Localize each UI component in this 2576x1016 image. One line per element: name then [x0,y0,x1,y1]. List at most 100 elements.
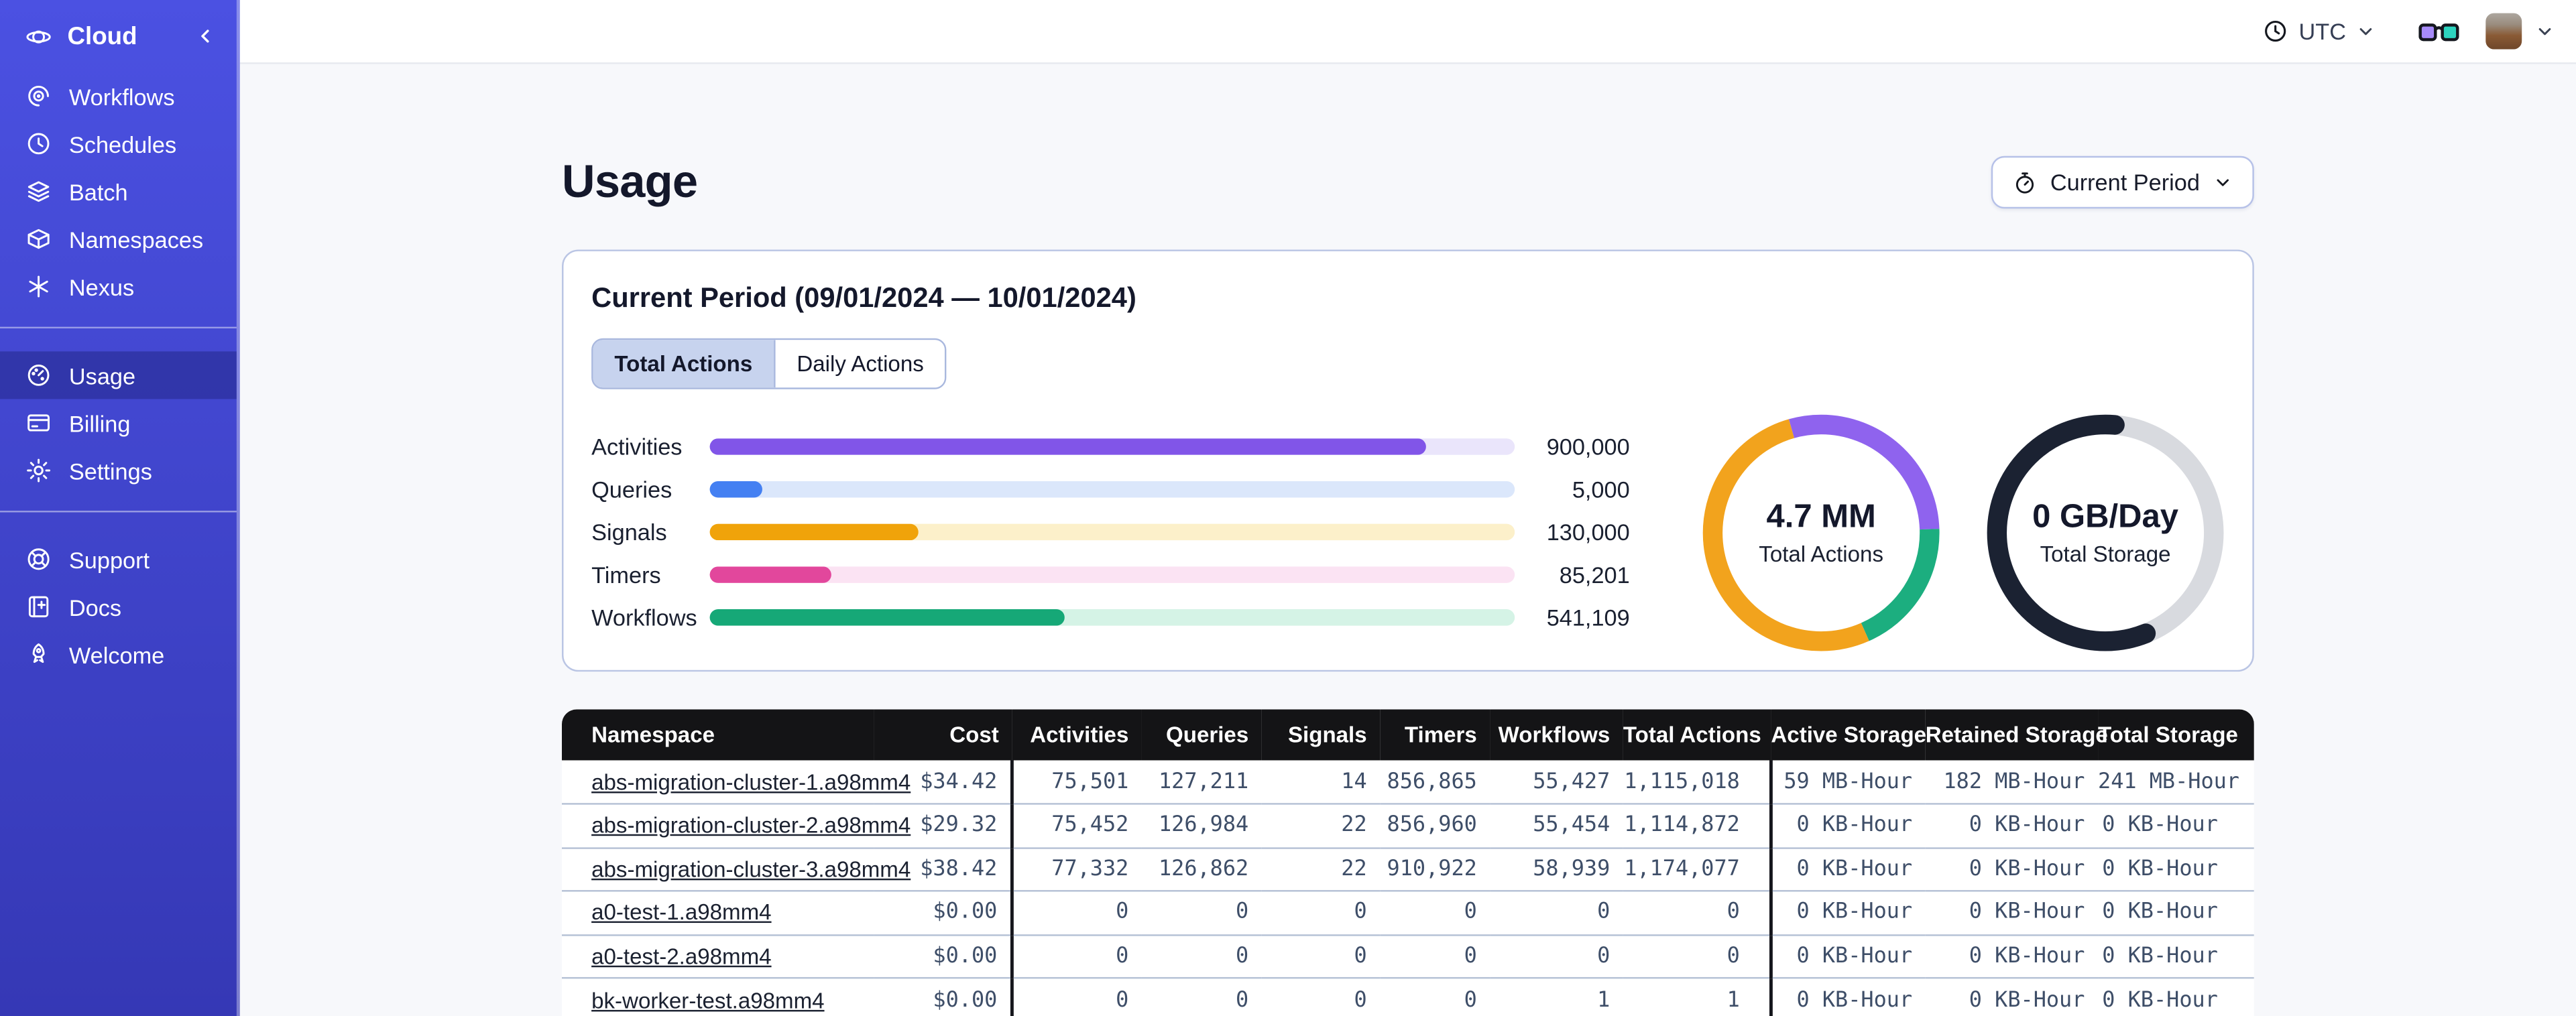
table-cell: 75,501 [1010,760,1142,804]
sidebar-item-batch[interactable]: Batch [0,168,237,215]
bar-track [709,438,1515,455]
table-cell: 55,427 [1533,769,1611,794]
sidebar-item-docs[interactable]: Docs [0,583,237,631]
table-cell: 127,211 [1158,769,1249,794]
sidebar-item-workflows[interactable]: Workflows [0,72,237,120]
sidebar-item-support[interactable]: Support [0,535,237,583]
table-cell: $0.00 [874,934,1012,978]
bar-fill [709,438,1427,455]
sidebar-item-welcome[interactable]: Welcome [0,631,237,678]
table-cell: 0 [1261,890,1381,935]
sidebar-item-nexus[interactable]: Nexus [0,263,237,310]
table-cell: 0 KB-Hour [2098,846,2254,891]
namespace-link[interactable]: a0-test-2.a98mm4 [591,944,772,969]
table-cell: 0 KB-Hour [1925,803,2099,848]
glasses-icon[interactable] [2418,19,2459,44]
usage-summary-card: Current Period (09/01/2024 — 10/01/2024)… [562,249,2254,672]
table-cell: 0 KB-Hour [1769,890,1926,935]
table-cell: 0 KB-Hour [2098,934,2254,978]
namespaces-icon [25,225,53,253]
bar-fill [709,609,1064,626]
table-row: abs-migration-cluster-2.a98mm4 $29.32 75,4… [562,803,2254,848]
table-cell: bk-worker-test.a98mm4 [562,976,874,1016]
sidebar-item-label: Billing [68,409,131,436]
table-cell: $34.42 [920,769,998,794]
account-menu-chevron-down-icon[interactable] [2535,21,2555,41]
bar-value: 130,000 [1546,519,1630,546]
sidebar-item-usage[interactable]: Usage [0,351,237,399]
table-row: a0-test-2.a98mm4 $0.00 0 0 0 0 0 0 0 KB-Hour 0 KB… [562,934,2254,978]
col-header-queries: Queries [1141,709,1262,761]
usage-bar-chart: Activities 900,000 Queries 5,000 Signals 130,… [591,426,1630,639]
table-cell: 1 [1623,976,1771,1016]
table-row: abs-migration-cluster-3.a98mm4 $38.42 77,3… [562,846,2254,891]
tab-daily-actions[interactable]: Daily Actions [774,340,945,388]
table-cell: 0 [1380,934,1490,978]
sidebar-item-settings[interactable]: Settings [0,446,237,494]
avatar[interactable] [2485,13,2522,50]
table-cell: 0 [1490,934,1623,978]
table-cell: 55,454 [1490,803,1623,848]
tab-total-actions[interactable]: Total Actions [593,340,774,388]
usage-bar-timers: Timers 85,201 [591,554,1630,596]
sidebar-item-label: Docs [68,593,122,620]
brand-label[interactable]: Cloud [67,22,137,50]
namespace-link[interactable]: abs-migration-cluster-1.a98mm4 [591,769,911,794]
col-header-workflows: Workflows [1490,709,1623,761]
sidebar-item-namespaces[interactable]: Namespaces [0,215,237,263]
table-cell: 1,115,018 [1624,769,1740,794]
namespace-link[interactable]: a0-test-1.a98mm4 [591,900,772,926]
bar-track [709,566,1515,583]
sidebar-divider [0,511,237,513]
table-cell: abs-migration-cluster-1.a98mm4 [562,760,911,804]
table-row: bk-worker-test.a98mm4 $0.00 0 0 0 0 1 1 0 KB-Hou… [562,976,2254,1016]
workflows-icon [25,82,53,111]
table-cell: 14 [1341,769,1367,794]
sidebar-collapse-button[interactable] [194,25,217,48]
card-title: Current Period (09/01/2024 — 10/01/2024) [591,282,1136,314]
table-cell: 856,865 [1387,769,1477,794]
sidebar-item-billing[interactable]: Billing [0,399,237,446]
table-cell: $0.00 [874,976,1012,1016]
table-cell: abs-migration-cluster-2.a98mm4 [562,803,911,848]
table-cell: 0 KB-Hour [1925,976,2099,1016]
table-cell: 1,174,077 [1623,846,1771,891]
namespace-link[interactable]: abs-migration-cluster-2.a98mm4 [591,813,911,838]
bar-track [709,481,1515,498]
stopwatch-icon [2015,172,2034,193]
table-cell: 0 [1261,976,1381,1016]
donut-value: 4.7 MM [1766,498,1876,535]
donut-value: 0 GB/Day [2032,498,2179,535]
table-cell: 0 [1141,890,1262,935]
bar-value: 85,201 [1559,562,1630,588]
content: Usage Current Period Current Period (09/… [562,64,2254,1016]
table-cell: 75,452 [1010,803,1142,848]
table-cell: 0 [1623,934,1771,978]
namespace-link[interactable]: abs-migration-cluster-3.a98mm4 [591,856,911,882]
sidebar-nav-help: Support Docs Welcome [0,535,237,678]
sidebar-item-schedules[interactable]: Schedules [0,120,237,168]
table-cell: 0 [1010,934,1142,978]
usage-icon [25,361,53,389]
table-cell: 241 MB-Hour [2098,769,2239,794]
page-title: Usage [562,155,698,207]
col-header-cost: Cost [874,709,1012,761]
bar-label: Queries [591,476,672,503]
donut-label: Total Actions [1759,541,1884,566]
timezone-selector[interactable]: UTC [2263,18,2376,44]
support-icon [25,545,53,573]
table-cell: 856,960 [1380,803,1490,848]
usage-bar-workflows: Workflows 541,109 [591,596,1630,639]
col-header-total-actions: Total Actions [1623,709,1771,761]
namespace-link[interactable]: bk-worker-test.a98mm4 [591,987,825,1013]
table-cell: 1,114,872 [1623,803,1771,848]
table-cell: 59 MB-Hour [1769,760,1926,804]
sidebar-item-label: Batch [68,178,128,205]
col-header-total-storage: Total Storage [2098,709,2254,761]
schedules-icon [25,130,53,158]
table-cell: 0 KB-Hour [1769,846,1926,891]
bar-label: Timers [591,562,661,588]
bar-value: 541,109 [1546,604,1630,631]
period-selector-button[interactable]: Current Period [1991,155,2254,209]
usage-charts: Activities 900,000 Queries 5,000 Signals 130,… [591,414,2225,651]
